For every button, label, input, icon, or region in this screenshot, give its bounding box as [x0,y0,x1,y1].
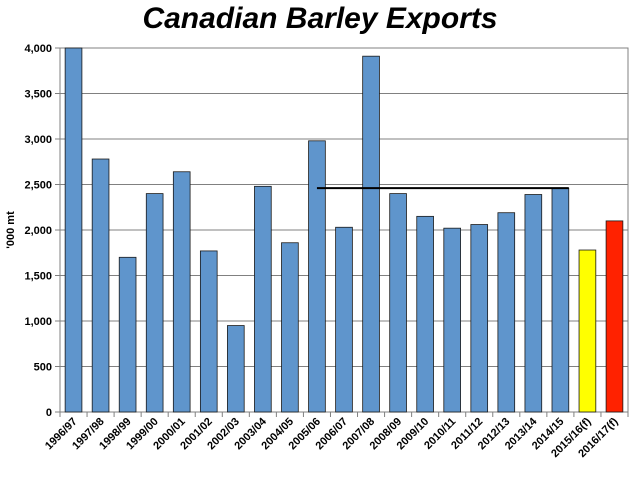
bar [443,227,461,413]
chart-title: Canadian Barley Exports [142,2,498,35]
y-tick-label: 500 [34,362,52,374]
bar [254,185,272,413]
bar [497,212,516,413]
bar [389,193,407,413]
bar [524,194,543,413]
y-tick-label: 3,000 [24,134,52,146]
bar [335,226,353,413]
y-tick-label: 4,000 [24,43,52,55]
y-tick-label: 1,000 [24,316,52,328]
bar [416,215,434,413]
y-tick-label: 1,500 [24,271,52,283]
y-tick-label: 0 [46,407,52,419]
bar [578,249,597,413]
bar [91,158,110,413]
bar [145,193,164,413]
bar [281,242,299,413]
bar [172,171,191,413]
y-tick-label: 2,000 [24,225,52,237]
y-tick-label: 3,500 [24,89,52,101]
y-axis-label: '000 mt [5,211,17,249]
bar [227,325,245,413]
bar [118,256,137,413]
bar [605,220,624,413]
bar [64,47,83,413]
bar [551,187,570,413]
bar [199,250,218,413]
bar [308,140,326,413]
bar [470,224,489,413]
bar [362,55,380,413]
y-tick-label: 2,500 [24,180,52,192]
